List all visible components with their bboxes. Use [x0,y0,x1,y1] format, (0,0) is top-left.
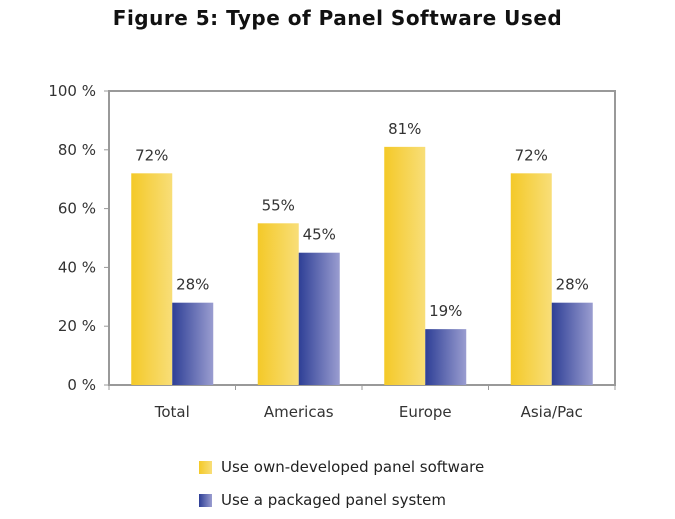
data-label: 19% [429,302,462,320]
legend-swatch-blue [199,493,212,507]
legend-item-packaged: Use a packaged panel system [199,491,446,509]
x-tick-label: Total [154,403,190,421]
bar-own-developed [131,173,173,385]
data-label: 45% [303,226,336,244]
y-tick-label: 40 % [58,258,96,276]
chart-title: Figure 5: Type of Panel Software Used [112,6,563,30]
legend-item-own-developed: Use own-developed panel software [199,458,484,476]
data-label: 28% [556,276,589,294]
bar-own-developed [384,146,426,385]
bar-own-developed [510,173,552,385]
data-label: 72% [135,146,168,164]
data-label: 72% [515,146,548,164]
legend-label: Use a packaged panel system [221,491,446,509]
y-tick-label: 60 % [58,200,96,218]
bar-packaged [172,302,214,385]
data-label: 28% [176,276,209,294]
data-label: 81% [388,120,421,138]
legend-label: Use own-developed panel software [221,458,485,476]
legend-swatch-yellow [199,460,212,474]
bar-packaged [298,252,340,385]
x-tick-label: Asia/Pac [521,403,583,421]
y-tick-label: 0 % [67,376,96,394]
bar-packaged [425,329,467,385]
data-label: 55% [262,196,295,214]
y-tick-label: 20 % [58,317,96,335]
y-tick-label: 100 % [48,82,96,100]
y-tick-label: 80 % [58,141,96,159]
x-tick-label: Europe [399,403,452,421]
bar-packaged [551,302,593,385]
x-tick-label: Americas [264,403,334,421]
bar-own-developed [257,223,299,385]
